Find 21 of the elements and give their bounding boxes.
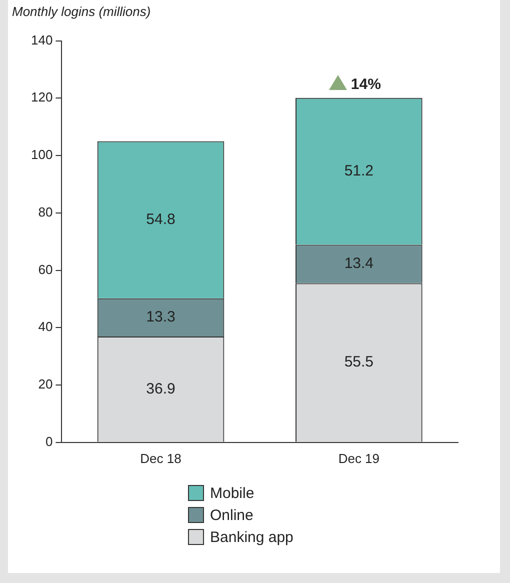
legend-label: Banking app (210, 528, 294, 546)
data-label: 54.8 (146, 210, 176, 228)
x-tick-label: Dec 18 (140, 450, 182, 466)
y-tick-label: 80 (38, 204, 53, 220)
data-label: 51.2 (344, 162, 374, 180)
data-label: 55.5 (344, 354, 374, 371)
annotation: 14% (350, 76, 381, 93)
legend-label: Online (210, 506, 254, 524)
x-tick-label: Dec 19 (338, 450, 380, 466)
legend-label: Mobile (210, 484, 254, 502)
y-tick-label: 140 (30, 32, 53, 48)
data-label: 13.3 (146, 308, 176, 326)
y-tick-label: 60 (38, 262, 53, 277)
y-tick-label: 100 (30, 147, 53, 162)
data-label: 36.9 (146, 380, 176, 398)
y-tick-label: 20 (38, 376, 53, 392)
y-tick-label: 120 (30, 90, 53, 105)
data-label: 13.4 (344, 255, 374, 272)
chart-title: Monthly logins (millions) (12, 4, 151, 19)
y-tick-label: 40 (38, 319, 53, 334)
y-tick-label: 0 (45, 434, 53, 449)
